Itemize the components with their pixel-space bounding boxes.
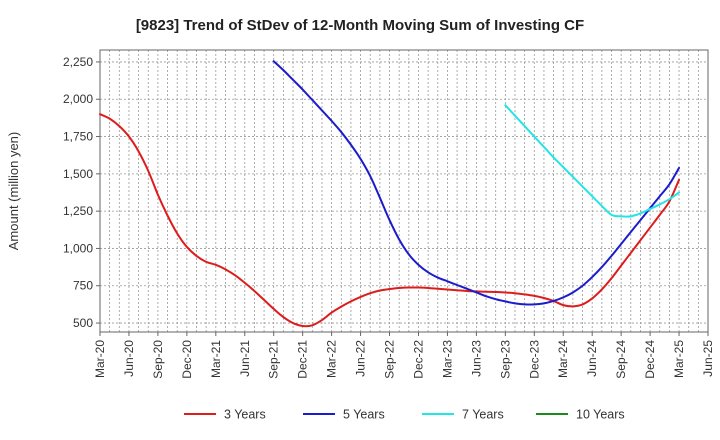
x-tick-label: Jun-23 bbox=[469, 340, 483, 377]
series-lines bbox=[99, 60, 681, 328]
series-line-2 bbox=[504, 104, 681, 218]
x-tick-label: Sep-24 bbox=[614, 340, 628, 379]
x-tick-label: Mar-23 bbox=[440, 340, 454, 378]
x-tick-label: Mar-24 bbox=[556, 340, 570, 378]
y-axis-ticks: 500 750 1,000 1,250 1,500 1,750 2,000 2,250 bbox=[63, 55, 100, 330]
legend-label: 7 Years bbox=[462, 408, 504, 422]
legend-label: 3 Years bbox=[224, 408, 266, 422]
x-tick-label: Jun-21 bbox=[238, 340, 252, 377]
x-tick-label: Sep-23 bbox=[498, 340, 512, 379]
x-tick-label: Dec-24 bbox=[643, 340, 657, 379]
y-tick-label: 1,250 bbox=[63, 204, 93, 218]
y-tick-label: 1,750 bbox=[63, 130, 93, 144]
series-line-0 bbox=[99, 113, 681, 328]
x-tick-label: Mar-25 bbox=[672, 340, 686, 378]
x-tick-label: Dec-20 bbox=[180, 340, 194, 379]
x-tick-label: Dec-21 bbox=[296, 340, 310, 379]
legend-item: 7 Years bbox=[422, 408, 504, 422]
x-axis-ticks: Mar-20 Jun-20 Sep-20 Dec-20 Mar-21 Jun-21 Sep-… bbox=[93, 332, 715, 379]
y-tick-label: 1,500 bbox=[63, 167, 93, 181]
legend-label: 5 Years bbox=[343, 408, 385, 422]
x-tick-label: Mar-20 bbox=[93, 340, 107, 378]
y-tick-label: 2,250 bbox=[63, 55, 93, 69]
x-tick-label: Sep-20 bbox=[151, 340, 165, 379]
x-tick-label: Mar-22 bbox=[325, 340, 339, 378]
y-tick-label: 2,000 bbox=[63, 92, 93, 106]
x-tick-label: Sep-22 bbox=[383, 340, 397, 379]
plot-grid bbox=[100, 50, 708, 332]
legend-item: 5 Years bbox=[303, 408, 385, 422]
x-tick-label: Mar-21 bbox=[209, 340, 223, 378]
x-tick-label: Dec-23 bbox=[527, 340, 541, 379]
x-tick-label: Jun-22 bbox=[354, 340, 368, 377]
x-tick-label: Jun-20 bbox=[122, 340, 136, 377]
series-line-1 bbox=[272, 60, 681, 306]
x-tick-label: Sep-21 bbox=[267, 340, 281, 379]
x-tick-label: Dec-22 bbox=[411, 340, 425, 379]
x-tick-label: Jun-25 bbox=[701, 340, 715, 377]
legend-label: 10 Years bbox=[576, 408, 625, 422]
y-tick-label: 500 bbox=[73, 316, 93, 330]
y-tick-label: 1,000 bbox=[63, 241, 93, 255]
y-axis-label: Amount (million yen) bbox=[6, 132, 21, 251]
x-tick-label: Jun-24 bbox=[585, 340, 599, 377]
legend-item: 3 Years bbox=[184, 408, 266, 422]
plot-frame bbox=[99, 49, 709, 333]
chart-title: [9823] Trend of StDev of 12-Month Moving… bbox=[136, 17, 584, 34]
legend: 3 Years 5 Years 7 Years 10 Years bbox=[184, 408, 625, 422]
legend-item: 10 Years bbox=[536, 408, 625, 422]
y-tick-label: 750 bbox=[73, 279, 93, 293]
